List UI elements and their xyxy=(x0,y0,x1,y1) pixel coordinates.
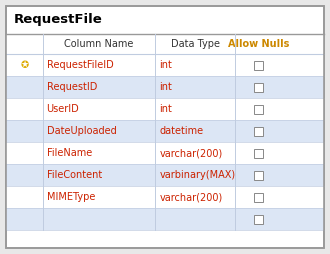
Bar xyxy=(6,98,324,120)
Text: Column Name: Column Name xyxy=(64,39,134,49)
Bar xyxy=(254,193,263,201)
Bar xyxy=(6,34,324,54)
Text: varchar(200): varchar(200) xyxy=(159,192,223,202)
Bar xyxy=(6,54,324,76)
Text: RequestFile: RequestFile xyxy=(14,13,103,26)
Text: FileName: FileName xyxy=(47,148,92,158)
Text: Allow Nulls: Allow Nulls xyxy=(228,39,289,49)
Text: DateUploaded: DateUploaded xyxy=(47,126,116,136)
Bar xyxy=(6,142,324,164)
Text: datetime: datetime xyxy=(159,126,204,136)
Text: FileContent: FileContent xyxy=(47,170,102,180)
Text: ✪: ✪ xyxy=(20,60,28,70)
Text: Data Type: Data Type xyxy=(171,39,220,49)
Bar xyxy=(254,149,263,157)
Bar xyxy=(254,60,263,70)
Bar xyxy=(6,76,324,98)
Text: RequestFileID: RequestFileID xyxy=(47,60,113,70)
Text: UserID: UserID xyxy=(47,104,79,114)
Bar xyxy=(6,164,324,186)
Bar xyxy=(254,83,263,91)
Text: varchar(200): varchar(200) xyxy=(159,148,223,158)
Bar xyxy=(6,120,324,142)
Text: int: int xyxy=(159,82,172,92)
Text: MIMEType: MIMEType xyxy=(47,192,95,202)
Text: RequestID: RequestID xyxy=(47,82,97,92)
Bar xyxy=(254,214,263,224)
Bar xyxy=(6,208,324,230)
Bar xyxy=(254,104,263,114)
Text: varbinary(MAX): varbinary(MAX) xyxy=(159,170,236,180)
Bar xyxy=(254,126,263,135)
Bar xyxy=(254,170,263,180)
Text: int: int xyxy=(159,104,172,114)
Bar xyxy=(6,186,324,208)
Text: int: int xyxy=(159,60,172,70)
